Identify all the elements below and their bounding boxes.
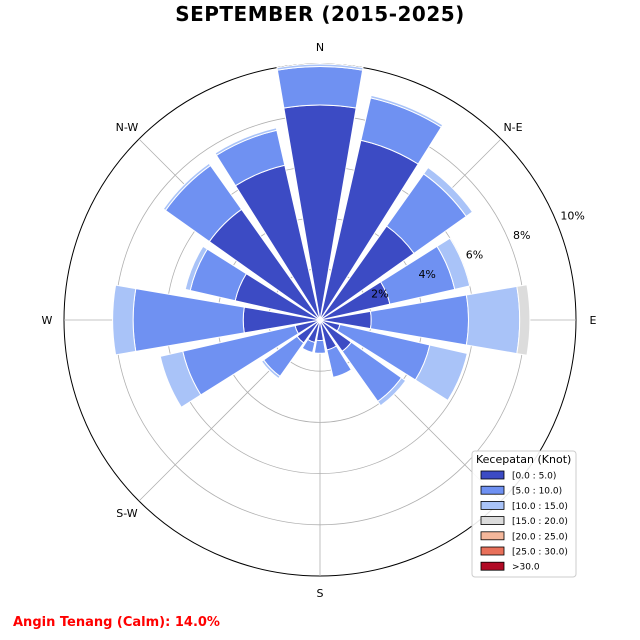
bar-ESE-[10.0 : 15.0) xyxy=(414,344,468,402)
bar-SW-[10.0 : 15.0) xyxy=(260,359,281,380)
legend-box xyxy=(471,450,577,578)
bar-SSE-[5.0 : 10.0) xyxy=(326,345,353,379)
radial-tick-label: 10% xyxy=(560,209,584,222)
bar-E-[15.0 : 20.0) xyxy=(516,284,531,356)
radial-tick-label: 8% xyxy=(513,229,530,242)
legend-title: Kecepatan (Knot) xyxy=(476,453,571,466)
legend: Kecepatan (Knot) [0.0 : 5.0) [5.0 : 10.0)… xyxy=(471,450,577,578)
bar-SE-[10.0 : 15.0) xyxy=(377,377,407,407)
radial-tick-label: 6% xyxy=(466,248,483,261)
direction-label-N: N xyxy=(316,41,324,54)
bar-N-[5.0 : 10.0) xyxy=(276,66,364,109)
bar-WSW-[10.0 : 15.0) xyxy=(159,350,202,408)
radial-tick-label: 4% xyxy=(418,268,435,281)
bar-ENE-[10.0 : 15.0) xyxy=(436,237,471,290)
legend-swatch xyxy=(480,485,505,495)
radial-tick-labels: 2% 4% 6% 8% 10% xyxy=(371,209,585,300)
legend-swatch xyxy=(480,516,505,525)
direction-label-SW: S-W xyxy=(116,507,138,520)
legend-label: [25.0 : 30.0) xyxy=(512,548,568,558)
wind-rose-bars xyxy=(112,63,531,408)
direction-labels: N N-E E S S-W W N-W xyxy=(42,41,597,600)
legend-label: [0.0 : 5.0) xyxy=(512,472,556,482)
legend-label: [5.0 : 10.0) xyxy=(512,487,562,497)
bar-NW-[10.0 : 15.0) xyxy=(162,162,212,212)
direction-label-E: E xyxy=(590,314,597,327)
legend-swatch xyxy=(480,561,505,571)
legend-swatch xyxy=(480,546,505,556)
chart-title: SEPTEMBER (2015-2025) xyxy=(175,2,465,26)
bar-W-[10.0 : 15.0) xyxy=(112,284,137,356)
bar-S-[5.0 : 10.0) xyxy=(313,339,327,354)
legend-label: >30.0 xyxy=(512,563,540,573)
bar-SSW-[5.0 : 10.0) xyxy=(301,338,316,354)
direction-label-S: S xyxy=(317,587,324,600)
bar-E-[10.0 : 15.0) xyxy=(465,285,521,355)
bar-WNW-[10.0 : 15.0) xyxy=(184,245,209,292)
direction-label-NW: N-W xyxy=(116,121,139,134)
calm-percentage-text: Angin Tenang (Calm): 14.0% xyxy=(13,615,220,630)
radial-tick-label: 2% xyxy=(371,288,388,301)
legend-label: [20.0 : 25.0) xyxy=(512,532,568,542)
legend-label: [10.0 : 15.0) xyxy=(512,502,568,512)
bar-NE-[10.0 : 15.0) xyxy=(422,166,474,218)
legend-swatch xyxy=(480,470,505,480)
direction-label-NE: N-E xyxy=(503,121,522,134)
legend-label: [15.0 : 20.0) xyxy=(512,517,568,527)
legend-swatch xyxy=(480,500,505,510)
bar-N-[10.0 : 15.0) xyxy=(276,63,364,71)
direction-label-W: W xyxy=(42,314,53,327)
legend-swatch xyxy=(480,531,505,541)
bar-NNW-[10.0 : 15.0) xyxy=(214,127,278,157)
bar-NNE-[10.0 : 15.0) xyxy=(369,94,444,128)
